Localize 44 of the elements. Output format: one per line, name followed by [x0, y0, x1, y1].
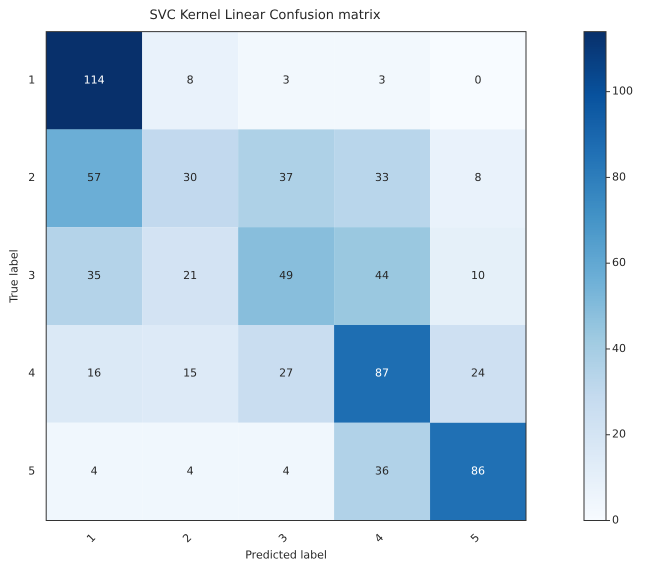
x-axis-title: Predicted label — [245, 548, 327, 562]
color-bar-label: 0 — [612, 513, 619, 526]
y-axis-title: True label — [7, 249, 20, 304]
data-label: 114 — [84, 73, 105, 86]
data-label: 35 — [87, 268, 102, 282]
data-label: 44 — [375, 268, 390, 282]
x-tick-label: 4 — [372, 531, 386, 546]
data-label: 24 — [471, 366, 486, 380]
data-label: 0 — [474, 73, 482, 86]
data-label: 10 — [471, 268, 486, 282]
y-tick-label: 5 — [28, 464, 36, 478]
x-tick-label: 1 — [84, 531, 98, 546]
color-bar-label: 100 — [612, 84, 633, 98]
x-tick-label: 3 — [276, 531, 290, 546]
data-label: 27 — [279, 366, 294, 380]
data-label: 57 — [87, 171, 102, 184]
y-tick-label: 2 — [28, 171, 36, 184]
data-label: 33 — [375, 171, 390, 184]
data-label: 36 — [375, 464, 390, 478]
y-tick-label: 1 — [28, 73, 36, 86]
data-label: 16 — [87, 366, 102, 380]
y-tick-label: 4 — [28, 366, 36, 380]
data-label: 49 — [279, 268, 294, 282]
data-label: 87 — [375, 366, 390, 380]
data-label: 15 — [183, 366, 198, 380]
data-label: 86 — [471, 464, 486, 478]
data-label: 3 — [282, 73, 290, 86]
data-label: 37 — [279, 171, 294, 184]
data-label: 30 — [183, 171, 198, 184]
x-tick-label: 2 — [180, 531, 194, 546]
data-label: 4 — [90, 464, 98, 478]
x-tick-label: 5 — [468, 531, 482, 546]
chart-title: SVC Kernel Linear Confusion matrix — [149, 8, 381, 24]
y-tick-label: 3 — [28, 268, 36, 282]
data-label: 3 — [378, 73, 386, 86]
data-label: 8 — [474, 171, 482, 184]
data-label: 4 — [186, 464, 194, 478]
color-bar-label: 20 — [612, 428, 626, 441]
color-bar-label: 40 — [612, 342, 626, 355]
data-label: 21 — [183, 268, 198, 282]
color-bar-label: 80 — [612, 170, 626, 184]
data-label: 4 — [282, 464, 290, 478]
data-label: 8 — [186, 73, 194, 86]
color-bar-label: 60 — [612, 256, 626, 270]
